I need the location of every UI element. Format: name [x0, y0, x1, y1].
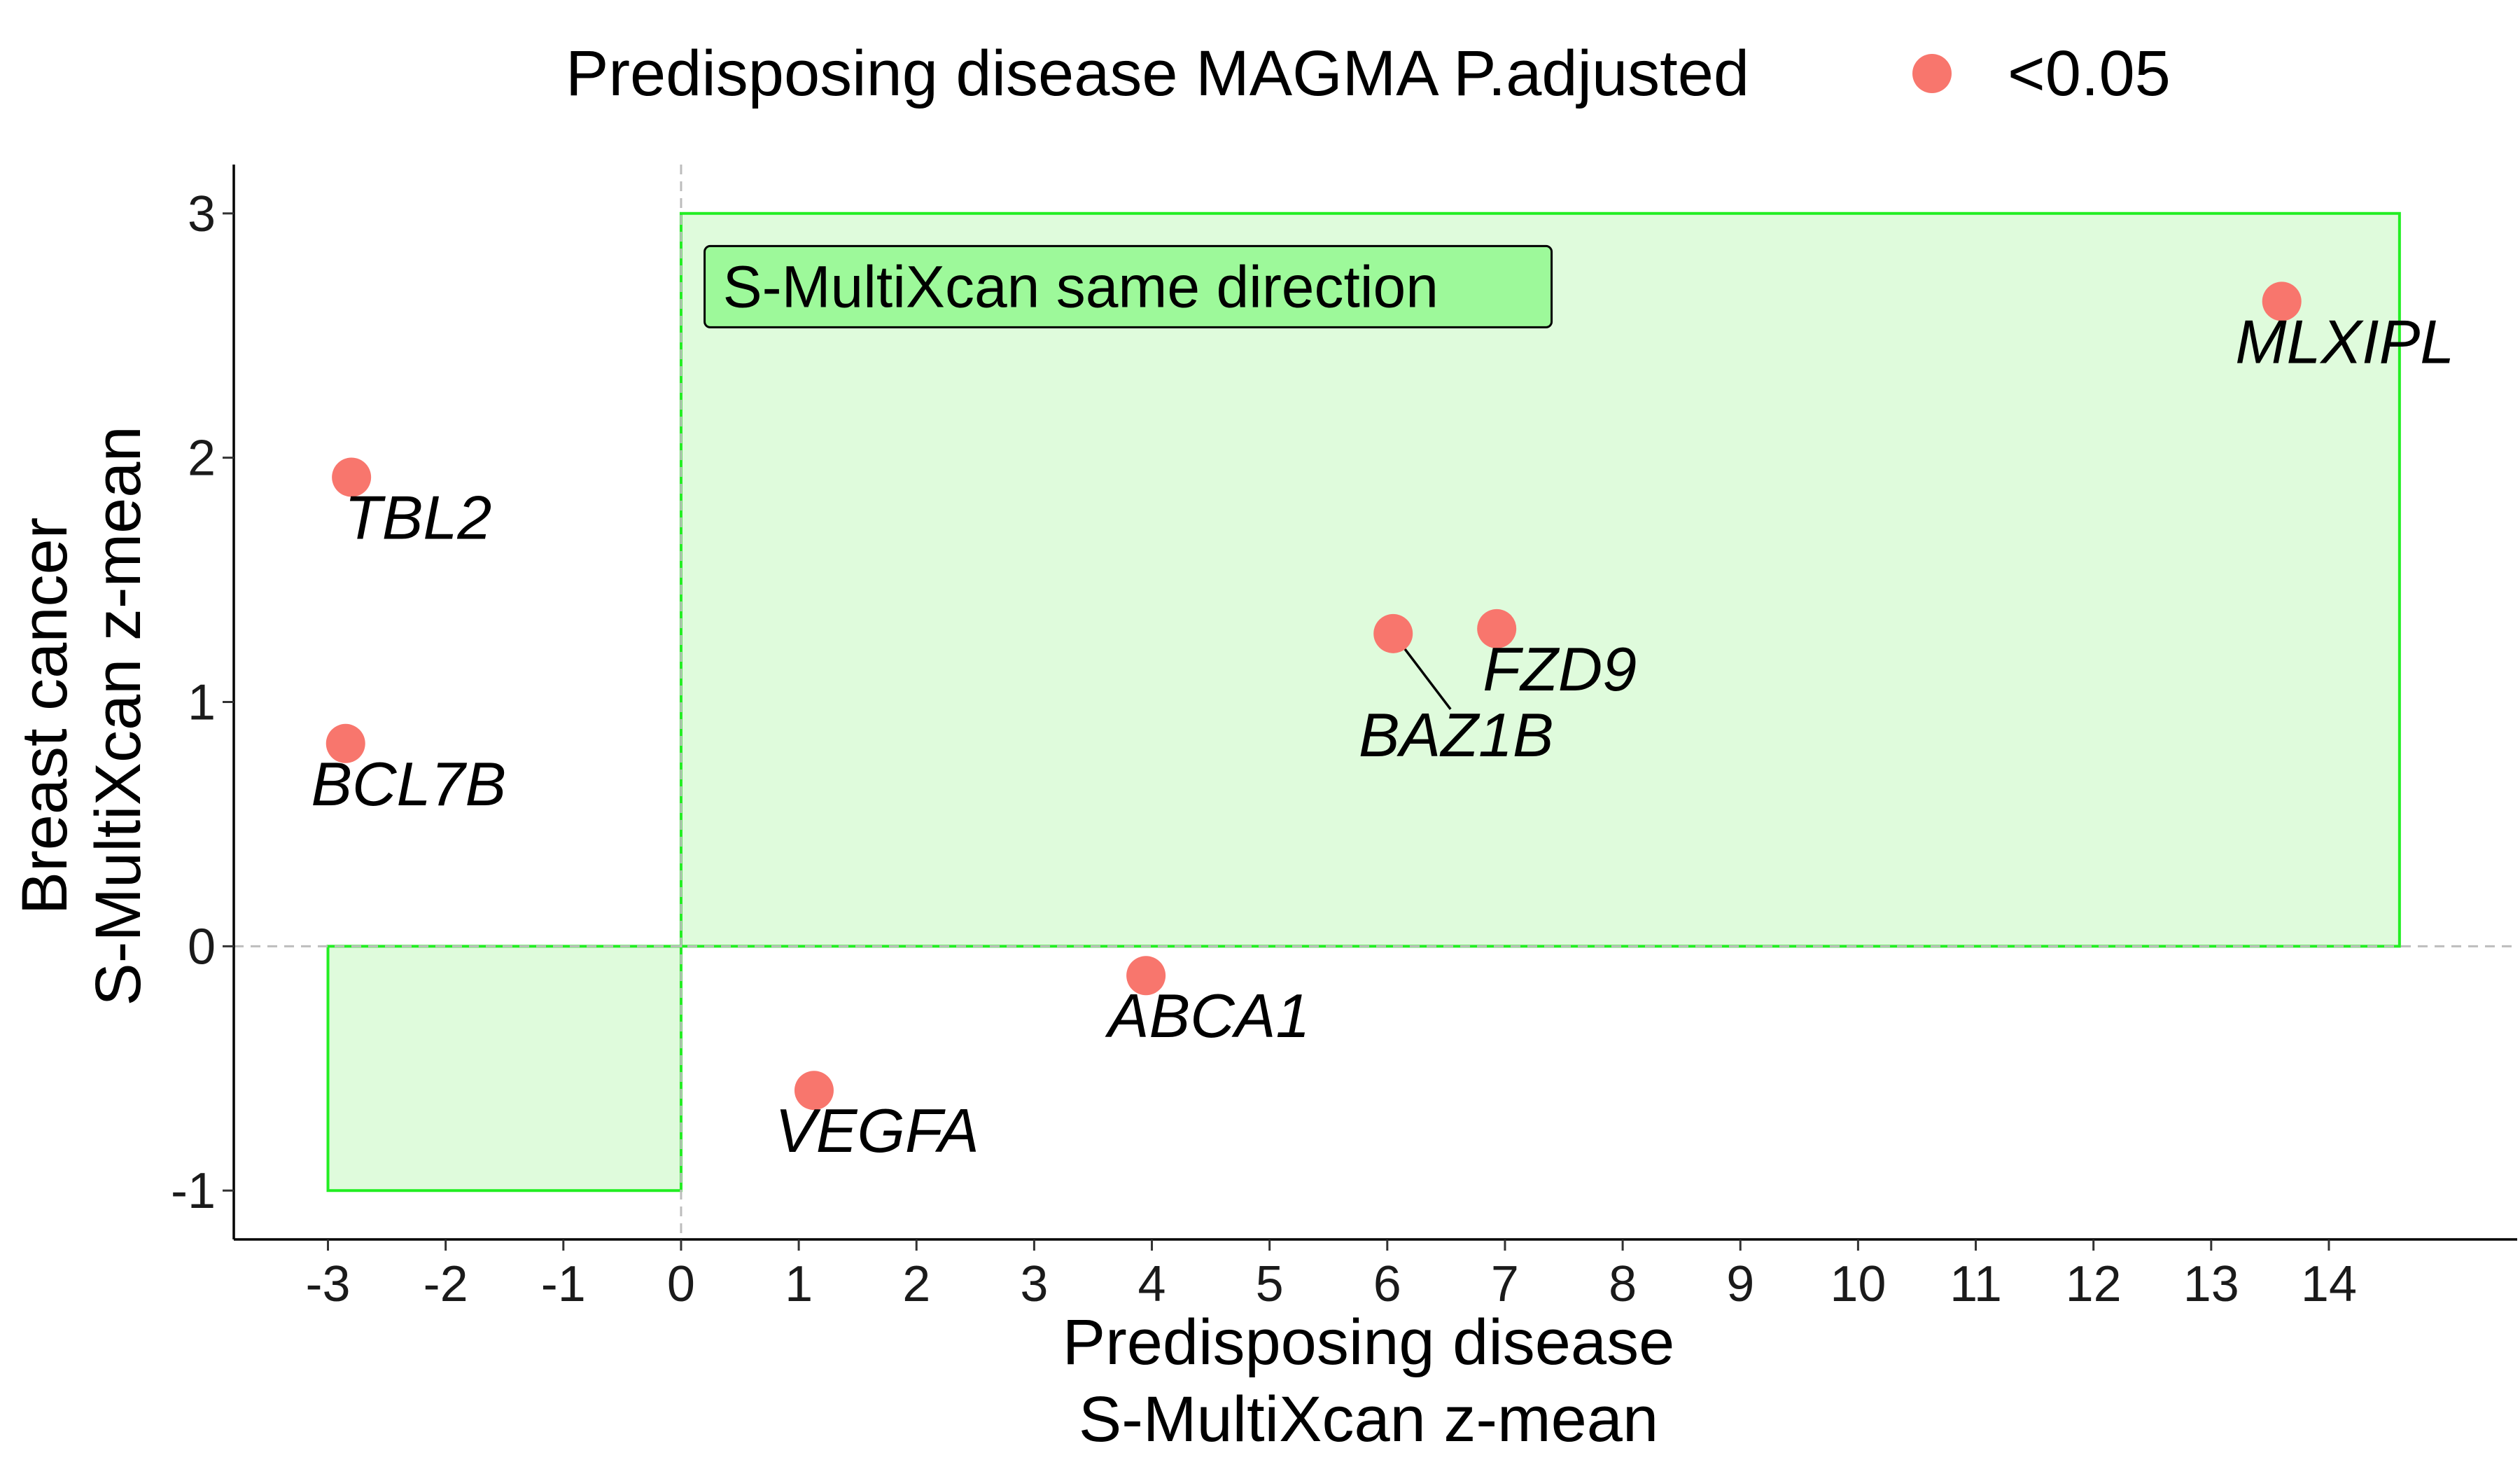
y-tick-label: 3: [188, 186, 216, 242]
point-label-baz1b: BAZ1B: [1359, 700, 1554, 770]
x-tick-label: 9: [1726, 1256, 1754, 1312]
y-tick-label: 0: [188, 919, 216, 975]
x-tick-label: 11: [1949, 1256, 2002, 1312]
x-axis-title-line2: S-MultiXcan z-mean: [1079, 1384, 1658, 1455]
legend-label: <0.05: [2008, 38, 2171, 109]
point-bcl7b: [326, 723, 365, 763]
reference-lines: [234, 165, 2517, 1239]
x-tick-label: 1: [785, 1256, 813, 1312]
point-label-abca1: ABCA1: [1105, 981, 1310, 1050]
x-tick-label: 7: [1491, 1256, 1519, 1312]
y-axis-title-line2: S-MultiXcan z-mean: [83, 426, 154, 1006]
x-axis-title-line1: Predisposing disease: [1063, 1307, 1675, 1378]
legend: Predisposing disease MAGMA P.adjusted <0.…: [566, 38, 2171, 109]
x-tick-label: 8: [1609, 1256, 1637, 1312]
y-axis-title-line1: Breast cancer: [9, 517, 80, 915]
x-tick-label: 14: [2301, 1256, 2357, 1312]
point-mlxipl: [2262, 281, 2302, 321]
x-tick-label: 12: [2066, 1256, 2122, 1312]
point-vegfa: [794, 1071, 834, 1111]
y-tick-label: 1: [188, 675, 216, 731]
x-tick-label: 0: [667, 1256, 695, 1312]
point-label-vegfa: VEGFA: [775, 1096, 979, 1165]
legend-title: Predisposing disease MAGMA P.adjusted: [566, 38, 1749, 109]
point-tbl2: [332, 457, 372, 497]
x-tick-label: 4: [1138, 1256, 1166, 1312]
y-tick-label: 2: [188, 431, 216, 487]
point-fzd9: [1477, 609, 1517, 648]
x-tick-label: 5: [1256, 1256, 1284, 1312]
legend-marker: [1912, 54, 1952, 93]
point-label-bcl7b: BCL7B: [311, 749, 506, 819]
x-tick-label: -3: [305, 1256, 350, 1312]
x-tick-label: 6: [1373, 1256, 1401, 1312]
x-tick-label: 3: [1020, 1256, 1048, 1312]
shaded-regions: [326, 211, 2401, 1193]
point-baz1b: [1373, 613, 1413, 653]
point-label-mlxipl: MLXIPL: [2235, 307, 2454, 376]
annotation: S-MultiXcan same direction: [704, 244, 1553, 328]
annotation-label: S-MultiXcan same direction: [723, 253, 1438, 319]
x-tick-label: -2: [424, 1256, 468, 1312]
annotation-box: [704, 244, 1553, 328]
point-abca1: [1126, 956, 1166, 996]
x-tick-label: -1: [541, 1256, 586, 1312]
data-points: [326, 281, 2302, 1111]
shaded-region-1: [679, 211, 2401, 948]
point-label-tbl2: TBL2: [344, 483, 491, 552]
x-tick-label: 2: [902, 1256, 930, 1312]
y-tick-label: -1: [171, 1163, 216, 1219]
axes: -3 -2 -1 0 1 2 3 4 5 6 7 8 9 10 11 12 13 14-10123Predispo…: [9, 165, 2517, 1455]
x-tick-label: 13: [2183, 1256, 2239, 1312]
x-tick-label: 10: [1830, 1256, 1886, 1312]
shaded-region-2: [326, 945, 682, 1193]
point-label-fzd9: FZD9: [1483, 634, 1637, 704]
